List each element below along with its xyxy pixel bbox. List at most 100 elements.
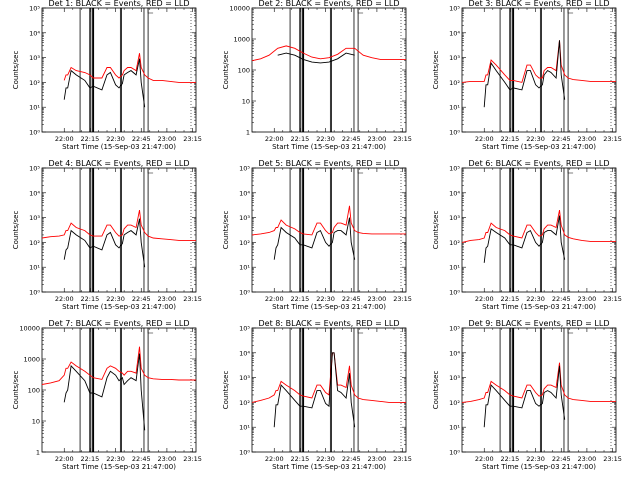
marker-flag — [147, 168, 154, 174]
chart-panel: 10⁰ 10¹ 10² 10³ 10⁴ 10⁵ 22:00 22:15 22:30 22:45 23… — [222, 319, 412, 471]
x-tick-label: 23:15 — [603, 295, 622, 303]
x-tick-label: 23:15 — [393, 135, 412, 143]
x-tick-label: 22:45 — [132, 295, 151, 303]
y-axis-label: Counts/sec — [432, 371, 440, 410]
y-tick-label: 1 — [246, 129, 250, 137]
x-tick-label: 22:15 — [291, 295, 310, 303]
y-axis-label: Counts/sec — [222, 211, 230, 250]
marker-flag — [357, 8, 364, 14]
y-tick-label: 10⁰ — [449, 449, 460, 457]
y-tick-label: 10³ — [239, 214, 250, 222]
y-tick-label: 1000 — [233, 36, 250, 44]
series-line — [41, 210, 196, 241]
y-tick-label: 10² — [449, 239, 460, 247]
plot-frame — [251, 7, 407, 133]
x-tick-label: 23:00 — [158, 135, 177, 143]
x-tick-label: 22:45 — [132, 455, 151, 463]
chart-panel: 1 10 100 1000 10000 22:00 22:15 22:30 22:45 23:00… — [222, 0, 412, 151]
y-tick-label: 100 — [238, 67, 250, 75]
series-line — [251, 45, 406, 62]
plot-frame — [251, 167, 407, 293]
marker-flag — [147, 8, 154, 14]
x-tick-label: 23:15 — [183, 295, 202, 303]
plot-frame — [461, 327, 617, 453]
x-axis-label: Start Time (15-Sep-03 21:47:00) — [272, 143, 386, 151]
x-tick-label: 23:00 — [368, 295, 387, 303]
series-line — [63, 58, 146, 108]
x-tick-label: 22:15 — [501, 295, 520, 303]
x-tick-label: 23:00 — [158, 295, 177, 303]
x-tick-label: 22:45 — [132, 135, 151, 143]
chart-panel: 10⁰ 10¹ 10² 10³ 10⁴ 10⁵ 22:00 22:15 22:30 22:45 23… — [12, 0, 202, 151]
x-axis-label: Start Time (15-Sep-03 21:47:00) — [62, 463, 176, 471]
y-tick-label: 10³ — [29, 214, 40, 222]
y-tick-label: 10⁰ — [29, 129, 40, 137]
y-tick-label: 10⁴ — [449, 189, 460, 197]
x-tick-label: 23:15 — [183, 455, 202, 463]
x-tick-label: 22:30 — [316, 135, 335, 143]
x-tick-label: 22:00 — [265, 455, 284, 463]
y-axis-label: Counts/sec — [222, 371, 230, 410]
x-tick-label: 23:00 — [578, 455, 597, 463]
plot-frame — [41, 7, 197, 133]
x-tick-label: 23:15 — [393, 455, 412, 463]
chart-title: Det 6: BLACK = Events, RED = LLD — [469, 159, 610, 168]
x-tick-label: 22:45 — [342, 295, 361, 303]
y-tick-label: 10³ — [449, 54, 460, 62]
series-line — [273, 217, 356, 260]
x-tick-label: 22:45 — [552, 455, 571, 463]
x-tick-label: 22:30 — [106, 455, 125, 463]
y-tick-label: 10³ — [449, 214, 460, 222]
series-line — [461, 40, 616, 83]
y-tick-label: 10⁴ — [449, 349, 460, 357]
y-axis-label: Counts/sec — [12, 371, 20, 410]
x-axis-label: Start Time (15-Sep-03 21:47:00) — [272, 303, 386, 311]
y-tick-label: 10¹ — [29, 104, 40, 112]
chart-title: Det 2: BLACK = Events, RED = LLD — [259, 0, 400, 8]
x-tick-label: 22:00 — [55, 295, 74, 303]
x-tick-label: 22:45 — [552, 135, 571, 143]
y-tick-label: 10² — [239, 239, 250, 247]
x-tick-label: 22:30 — [526, 295, 545, 303]
y-tick-label: 10² — [239, 399, 250, 407]
series-line — [483, 215, 566, 263]
x-tick-label: 22:00 — [55, 455, 74, 463]
y-tick-label: 10⁵ — [239, 165, 250, 173]
x-tick-label: 22:00 — [265, 295, 284, 303]
marker-flag — [567, 328, 574, 334]
y-tick-label: 10⁰ — [29, 289, 40, 297]
y-tick-label: 10² — [449, 399, 460, 407]
y-tick-label: 1000 — [23, 356, 40, 364]
series-line — [461, 210, 616, 243]
y-tick-label: 10⁴ — [29, 189, 40, 197]
chart-title: Det 9: BLACK = Events, RED = LLD — [469, 319, 610, 328]
chart-title: Det 8: BLACK = Events, RED = LLD — [259, 319, 400, 328]
chart-panel: 10⁰ 10¹ 10² 10³ 10⁴ 10⁵ 22:00 22:15 22:30 22:45 23… — [432, 0, 622, 151]
chart-panel: 1 10 100 1000 10000 22:00 22:15 22:30 22:45 23:00… — [12, 319, 202, 471]
chart-panel: 10⁰ 10¹ 10² 10³ 10⁴ 10⁵ 22:00 22:15 22:30 22:45 23… — [12, 159, 202, 311]
x-tick-label: 22:30 — [526, 455, 545, 463]
x-tick-label: 22:45 — [552, 295, 571, 303]
x-tick-label: 22:45 — [342, 135, 361, 143]
x-axis-label: Start Time (15-Sep-03 21:47:00) — [482, 143, 596, 151]
y-tick-label: 10000 — [19, 325, 40, 333]
x-axis-label: Start Time (15-Sep-03 21:47:00) — [62, 303, 176, 311]
y-tick-label: 10⁵ — [449, 325, 460, 333]
marker-flag — [357, 328, 364, 334]
series-line — [273, 352, 356, 428]
y-tick-label: 10² — [29, 239, 40, 247]
y-tick-label: 10¹ — [29, 264, 40, 272]
series-line — [63, 218, 146, 268]
x-tick-label: 23:15 — [393, 295, 412, 303]
x-tick-label: 23:00 — [578, 135, 597, 143]
y-tick-label: 10⁰ — [239, 289, 250, 297]
series-line — [251, 352, 406, 403]
x-tick-label: 22:15 — [291, 135, 310, 143]
chart-panel: 10⁰ 10¹ 10² 10³ 10⁴ 10⁵ 22:00 22:15 22:30 22:45 23… — [432, 319, 622, 471]
y-tick-label: 10⁵ — [29, 165, 40, 173]
x-axis-label: Start Time (15-Sep-03 21:47:00) — [272, 463, 386, 471]
y-tick-label: 10¹ — [239, 424, 250, 432]
y-tick-label: 10⁵ — [29, 5, 40, 13]
y-tick-label: 10⁰ — [449, 129, 460, 137]
y-tick-label: 10 — [242, 98, 250, 106]
